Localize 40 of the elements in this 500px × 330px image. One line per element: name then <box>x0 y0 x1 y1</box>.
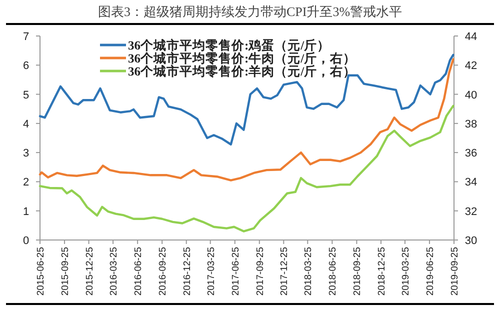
y-tick-label: 7 <box>22 31 30 43</box>
x-tick-label: 2016-06-25 <box>133 247 144 296</box>
x-tick-label: 2016-12-25 <box>182 247 193 296</box>
y2-tick-label: 38 <box>464 118 478 130</box>
y-tick-label: 1 <box>22 206 30 218</box>
y2-tick-label: 42 <box>464 60 478 72</box>
line-series <box>38 54 454 146</box>
y-tick-label: 5 <box>22 89 30 102</box>
y-tick-label: 0 <box>22 235 30 247</box>
legend-label: 36个城市平均零售价:鸡蛋（元/斤） <box>128 38 330 52</box>
x-tick-label: 2019-03-25 <box>400 247 412 296</box>
y2-tick-label: 40 <box>464 89 478 102</box>
x-tick-label: 2018-12-25 <box>376 247 388 296</box>
legend-label: 36个城市平均零售价:羊肉（元/斤，右） <box>128 64 356 78</box>
x-tick-label: 2017-09-25 <box>254 247 266 296</box>
x-tick-label: 2018-09-25 <box>352 247 364 296</box>
y-tick-label: 4 <box>22 118 30 130</box>
y2-tick-label: 30 <box>464 235 478 247</box>
legend-label: 36个城市平均零售价:牛肉（元/斤，右） <box>128 50 356 66</box>
x-tick-label: 2016-03-25 <box>108 247 120 296</box>
x-tick-label: 2015-09-25 <box>60 247 72 296</box>
x-tick-label: 2018-03-25 <box>303 247 314 296</box>
y2-tick-label: 32 <box>464 206 478 218</box>
chart-title: 图表3：超级猪周期持续发力带动CPI升至3%警戒水平 <box>98 4 402 19</box>
y-tick-label: 6 <box>22 60 30 72</box>
y-tick-label: 3 <box>22 148 30 160</box>
y-tick-label: 2 <box>22 176 30 189</box>
x-tick-label: 2019-06-25 <box>424 247 436 296</box>
x-tick-label: 2017-12-25 <box>279 247 290 296</box>
y2-tick-label: 36 <box>464 148 478 160</box>
x-tick-label: 2015-12-25 <box>84 247 96 296</box>
x-tick-label: 2016-09-25 <box>158 247 169 296</box>
x-tick-label: 2015-06-25 <box>36 247 46 296</box>
x-tick-label: 2017-03-25 <box>206 247 217 296</box>
x-tick-label: 2017-06-25 <box>230 247 242 296</box>
y2-tick-label: 44 <box>464 31 478 43</box>
x-tick-label: 2019-09-25 <box>450 247 460 296</box>
x-tick-label: 2018-06-25 <box>328 247 339 296</box>
line-series <box>38 104 454 232</box>
y2-tick-label: 34 <box>464 176 478 189</box>
